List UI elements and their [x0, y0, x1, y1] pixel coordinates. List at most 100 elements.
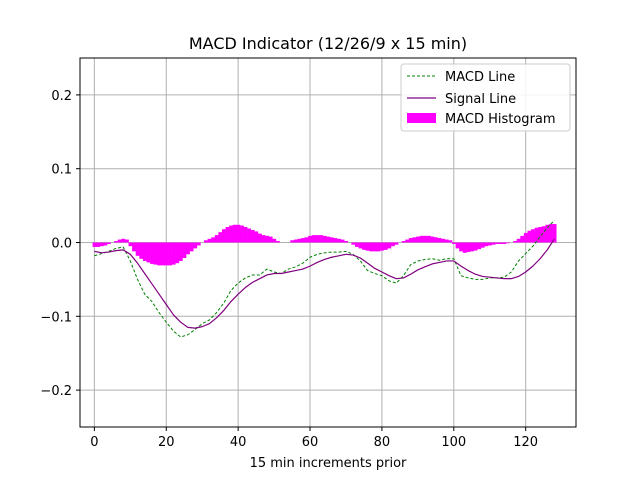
y-tick-label: 0.0: [51, 237, 72, 252]
y-tick-label: −0.2: [40, 384, 72, 399]
histogram-bar: [189, 242, 194, 252]
histogram-bar: [531, 229, 535, 243]
histogram-bar: [466, 242, 471, 253]
legend-histogram-label: MACD Histogram: [445, 112, 556, 127]
histogram-bar: [333, 238, 338, 243]
histogram-bar: [254, 231, 259, 243]
histogram-bar: [322, 235, 327, 243]
histogram-bar: [164, 242, 169, 266]
histogram-bar: [401, 241, 406, 243]
histogram-bar: [513, 241, 517, 243]
histogram-bar: [408, 238, 413, 243]
histogram-bar: [275, 241, 280, 243]
histogram-bar: [423, 235, 428, 243]
histogram-bar: [505, 242, 510, 244]
x-tick-label: 120: [513, 435, 538, 450]
histogram-bar: [193, 242, 198, 249]
histogram-bar: [459, 242, 464, 252]
histogram-bar: [351, 242, 356, 245]
x-axis-ticks: 0 20 40 60 80 100 120: [90, 427, 538, 450]
histogram-bar: [243, 227, 248, 243]
histogram-bar: [545, 224, 550, 243]
histogram-bar: [232, 224, 237, 243]
histogram-bar: [99, 242, 104, 247]
histogram-bar: [380, 242, 385, 251]
legend-histogram-swatch: [407, 113, 436, 123]
histogram-bar: [516, 238, 521, 243]
histogram-bar: [462, 242, 467, 253]
histogram-bar: [502, 242, 507, 244]
histogram-bar: [103, 242, 108, 246]
histogram-bar: [549, 224, 553, 243]
histogram-bar: [178, 242, 183, 261]
histogram-bar: [106, 242, 111, 244]
legend: MACD Line Signal Line MACD Histogram: [400, 63, 571, 132]
histogram-bar: [344, 241, 349, 243]
histogram-bar: [221, 229, 226, 243]
histogram-bar: [469, 242, 474, 252]
x-tick-label: 40: [230, 435, 247, 450]
x-tick-label: 100: [441, 435, 466, 450]
x-tick-label: 20: [158, 435, 175, 450]
histogram-bar: [236, 224, 241, 243]
histogram-bar: [211, 237, 216, 243]
histogram-bar: [394, 242, 399, 245]
histogram-bar: [390, 242, 395, 247]
histogram-bar: [534, 227, 539, 243]
histogram-bar: [383, 242, 388, 250]
histogram-bar: [124, 239, 129, 243]
histogram-bar: [92, 242, 97, 247]
histogram-bar: [311, 235, 316, 243]
histogram-bar: [541, 226, 546, 243]
histogram-bar: [412, 237, 417, 243]
histogram-bar: [175, 242, 180, 264]
histogram-bar: [204, 240, 208, 243]
histogram-bar: [272, 238, 277, 243]
histogram-bar: [250, 229, 255, 243]
histogram-bar: [362, 242, 367, 250]
histogram-bar: [290, 240, 295, 243]
histogram-bar: [257, 233, 262, 243]
x-tick-label: 60: [302, 435, 319, 450]
series-lines: [94, 220, 555, 338]
histogram-bar: [268, 236, 273, 243]
histogram-bar: [157, 242, 162, 266]
histogram-bar: [538, 227, 543, 243]
histogram-bar: [114, 241, 119, 243]
histogram-bar: [441, 238, 446, 243]
histogram-bar: [523, 232, 528, 243]
histogram-bar: [329, 237, 334, 243]
histogram-bar: [293, 239, 298, 243]
histogram-bar: [146, 242, 151, 263]
histogram-bar: [487, 242, 492, 246]
macd-line: [94, 220, 555, 338]
histogram-bar: [455, 242, 460, 249]
histogram-bar: [96, 242, 101, 247]
histogram-bar: [239, 225, 244, 243]
histogram-bar: [452, 242, 456, 244]
macd-histogram: [92, 224, 557, 266]
histogram-bar: [121, 238, 126, 243]
histogram-bar: [520, 235, 525, 243]
histogram-bar: [365, 242, 370, 251]
histogram-bar: [477, 242, 482, 250]
histogram-bar: [247, 228, 252, 243]
y-tick-label: 0.1: [51, 163, 72, 178]
histogram-bar: [160, 242, 165, 266]
histogram-bar: [261, 235, 266, 243]
histogram-bar: [340, 239, 345, 243]
x-tick-label: 80: [374, 435, 391, 450]
histogram-bar: [444, 239, 449, 243]
histogram-bar: [196, 242, 201, 246]
histogram-bar: [117, 239, 122, 243]
histogram-bar: [372, 242, 377, 252]
histogram-bar: [304, 237, 309, 243]
histogram-bar: [214, 235, 219, 243]
histogram-bar: [416, 236, 420, 243]
signal-line: [94, 238, 555, 329]
histogram-bar: [484, 242, 489, 247]
histogram-bar: [480, 242, 485, 248]
histogram-bar: [336, 238, 341, 243]
histogram-bar: [153, 242, 158, 265]
